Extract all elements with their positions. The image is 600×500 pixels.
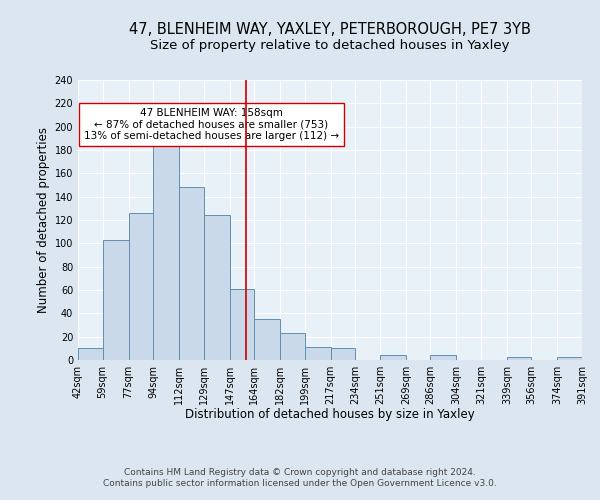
Bar (203, 216, 230, 360)
Bar (230, 289, 254, 360)
Bar (128, 213, 153, 360)
X-axis label: Distribution of detached houses by size in Yaxley: Distribution of detached houses by size … (185, 408, 475, 422)
Bar (331, 348, 355, 360)
Bar (103, 240, 128, 360)
Bar (153, 128, 179, 360)
Bar (430, 356, 457, 360)
Bar (380, 356, 406, 360)
Bar (557, 356, 582, 360)
Bar (280, 333, 305, 360)
Bar (78, 348, 103, 360)
Bar (254, 319, 280, 360)
Text: Contains HM Land Registry data © Crown copyright and database right 2024.
Contai: Contains HM Land Registry data © Crown c… (103, 468, 497, 487)
Bar (507, 356, 532, 360)
Bar (305, 347, 331, 360)
Y-axis label: Number of detached properties: Number of detached properties (37, 127, 50, 313)
Text: 47 BLENHEIM WAY: 158sqm
← 87% of detached houses are smaller (753)
13% of semi-d: 47 BLENHEIM WAY: 158sqm ← 87% of detache… (84, 108, 339, 141)
Text: 47, BLENHEIM WAY, YAXLEY, PETERBOROUGH, PE7 3YB: 47, BLENHEIM WAY, YAXLEY, PETERBOROUGH, … (129, 22, 531, 38)
Bar (179, 188, 203, 360)
Text: Size of property relative to detached houses in Yaxley: Size of property relative to detached ho… (150, 39, 510, 52)
